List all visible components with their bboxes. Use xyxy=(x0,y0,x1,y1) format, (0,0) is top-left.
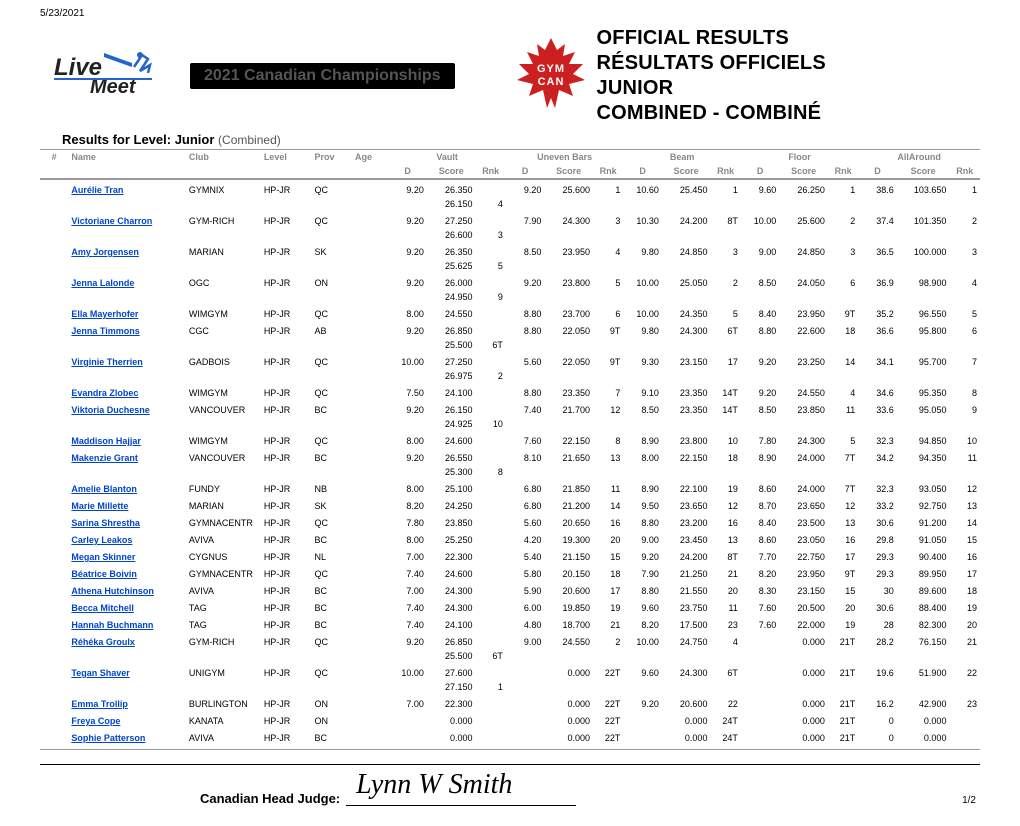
col-group-bars: Uneven Bars xyxy=(506,150,623,165)
athlete-link[interactable]: Victoriane Charron xyxy=(71,216,152,226)
table-row: Tegan ShaverUNIGYMHP-JRQC10.0027.6000.00… xyxy=(40,663,980,680)
results-for-label: Results for Level: Junior (Combined) xyxy=(62,132,980,147)
athlete-link[interactable]: Maddison Hajjar xyxy=(71,436,141,446)
athlete-link[interactable]: Marie Millette xyxy=(71,501,128,511)
table-row: Victoriane CharronGYM-RICHHP-JRQC9.2027.… xyxy=(40,211,980,228)
athlete-link[interactable]: Evandra Zlobec xyxy=(71,388,138,398)
athlete-link[interactable]: Emma Trollip xyxy=(71,699,128,709)
header: Live Meet 2021 Canadian Championships GY… xyxy=(40,26,980,126)
col-club: Club xyxy=(186,150,261,165)
col-group-beam: Beam xyxy=(623,150,740,165)
event-banner: 2021 Canadian Championships xyxy=(190,63,455,89)
athlete-link[interactable]: Hannah Buchmann xyxy=(71,620,153,630)
table-row: Makenzie GrantVANCOUVERHP-JRBC9.2026.550… xyxy=(40,448,980,465)
table-row-secondary: 25.5006T xyxy=(40,649,980,663)
athlete-link[interactable]: Viktoria Duchesne xyxy=(71,405,149,415)
table-row: Evandra ZlobecWIMGYMHP-JRQC7.5024.1008.8… xyxy=(40,383,980,400)
table-row: Jenna TimmonsCGCHP-JRAB9.2026.8508.8022.… xyxy=(40,321,980,338)
table-row-secondary: 26.6003 xyxy=(40,228,980,242)
col-group-vault: Vault xyxy=(388,150,505,165)
table-row-secondary: 25.6255 xyxy=(40,259,980,273)
athlete-link[interactable]: Réhéka Groulx xyxy=(71,637,135,647)
print-date: 5/23/2021 xyxy=(40,8,85,19)
divider xyxy=(40,764,980,765)
athlete-link[interactable]: Béatrice Boivin xyxy=(71,569,137,579)
table-row: Maddison HajjarWIMGYMHP-JRQC8.0024.6007.… xyxy=(40,431,980,448)
table-row: Becca MitchellTAGHP-JRBC7.4024.3006.0019… xyxy=(40,598,980,615)
title-line: JUNIOR xyxy=(597,76,826,101)
athlete-link[interactable]: Jenna Lalonde xyxy=(71,278,134,288)
athlete-link[interactable]: Becca Mitchell xyxy=(71,603,134,613)
athlete-link[interactable]: Carley Leakos xyxy=(71,535,132,545)
athlete-link[interactable]: Ella Mayerhofer xyxy=(71,309,138,319)
col-name: Name xyxy=(68,150,186,165)
signature: Lynn W Smith xyxy=(356,769,512,801)
athlete-link[interactable]: Makenzie Grant xyxy=(71,453,138,463)
athlete-link[interactable]: Amy Jorgensen xyxy=(71,247,139,257)
athlete-link[interactable]: Aurélie Tran xyxy=(71,185,123,195)
table-row: Amelie BlantonFUNDYHP-JRNB8.0025.1006.80… xyxy=(40,479,980,496)
table-row-secondary: 27.1501 xyxy=(40,680,980,694)
table-row: Sarina ShresthaGYMNACENTRHP-JRQC7.8023.8… xyxy=(40,513,980,530)
table-row-secondary: 26.9752 xyxy=(40,369,980,383)
results-table: # Name Club Level Prov Age Vault Uneven … xyxy=(40,149,980,750)
table-row: Amy JorgensenMARIANHP-JRSK9.2026.3508.50… xyxy=(40,242,980,259)
title-line: OFFICIAL RESULTS xyxy=(597,26,826,51)
athlete-link[interactable]: Athena Hutchinson xyxy=(71,586,154,596)
col-num: # xyxy=(40,150,68,165)
athlete-link[interactable]: Amelie Blanton xyxy=(71,484,137,494)
svg-text:GYM: GYM xyxy=(536,63,564,75)
svg-text:CAN: CAN xyxy=(537,76,564,88)
title-block: OFFICIAL RESULTS RÉSULTATS OFFICIELS JUN… xyxy=(597,26,826,126)
table-row-secondary: 26.1504 xyxy=(40,197,980,211)
title-line: RÉSULTATS OFFICIELS xyxy=(597,51,826,76)
title-line: COMBINED - COMBINÉ xyxy=(597,101,826,126)
col-level: Level xyxy=(261,150,312,165)
footer: Canadian Head Judge: Lynn W Smith 1/2 xyxy=(40,775,980,806)
col-prov: Prov xyxy=(311,150,352,165)
table-row: Ella MayerhoferWIMGYMHP-JRQC8.0024.5508.… xyxy=(40,304,980,321)
athlete-link[interactable]: Freya Cope xyxy=(71,716,120,726)
table-row: Jenna LalondeOGCHP-JRON9.2026.0009.2023.… xyxy=(40,273,980,290)
livemeet-logo: Live Meet xyxy=(52,49,182,104)
table-row: Carley LeakosAVIVAHP-JRBC8.0025.2504.201… xyxy=(40,530,980,547)
page-number: 1/2 xyxy=(962,795,976,806)
table-row: Megan SkinnerCYGNUSHP-JRNL7.0022.3005.40… xyxy=(40,547,980,564)
table-row: Aurélie TranGYMNIXHP-JRQC9.2026.3509.202… xyxy=(40,180,980,198)
table-row: Athena HutchinsonAVIVAHP-JRBC7.0024.3005… xyxy=(40,581,980,598)
gymcan-logo: GYM CAN xyxy=(515,36,587,116)
table-row-secondary: 24.92510 xyxy=(40,417,980,431)
table-row: Réhéka GroulxGYM-RICHHP-JRQC9.2026.8509.… xyxy=(40,632,980,649)
table-row: Béatrice BoivinGYMNACENTRHP-JRQC7.4024.6… xyxy=(40,564,980,581)
athlete-link[interactable]: Virginie Therrien xyxy=(71,357,142,367)
athlete-link[interactable]: Sarina Shrestha xyxy=(71,518,140,528)
judge-label: Canadian Head Judge: xyxy=(200,791,340,806)
table-row: Sophie PattersonAVIVAHP-JRBC0.0000.00022… xyxy=(40,728,980,750)
col-group-floor: Floor xyxy=(741,150,858,165)
athlete-link[interactable]: Jenna Timmons xyxy=(71,326,139,336)
table-row-secondary: 24.9509 xyxy=(40,290,980,304)
table-row: Virginie TherrienGADBOISHP-JRQC10.0027.2… xyxy=(40,352,980,369)
table-row: Freya CopeKANATAHP-JRON0.0000.00022T0.00… xyxy=(40,711,980,728)
table-row: Marie MilletteMARIANHP-JRSK8.2024.2506.8… xyxy=(40,496,980,513)
table-row-secondary: 25.3008 xyxy=(40,465,980,479)
col-age: Age xyxy=(352,150,388,165)
col-group-aa: AllAround xyxy=(858,150,980,165)
athlete-link[interactable]: Megan Skinner xyxy=(71,552,135,562)
athlete-link[interactable]: Tegan Shaver xyxy=(71,668,129,678)
table-row: Hannah BuchmannTAGHP-JRBC7.4024.1004.801… xyxy=(40,615,980,632)
signature-line: Lynn W Smith xyxy=(346,775,576,806)
table-row: Emma TrollipBURLINGTONHP-JRON7.0022.3000… xyxy=(40,694,980,711)
table-row: Viktoria DuchesneVANCOUVERHP-JRBC9.2026.… xyxy=(40,400,980,417)
table-row-secondary: 25.5006T xyxy=(40,338,980,352)
athlete-link[interactable]: Sophie Patterson xyxy=(71,733,145,743)
